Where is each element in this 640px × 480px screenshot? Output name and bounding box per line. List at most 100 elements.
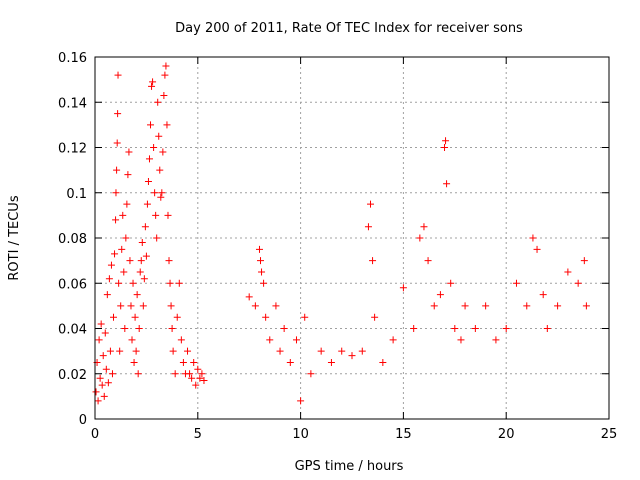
- data-point: [124, 171, 132, 179]
- data-point: [280, 325, 288, 332]
- data-point: [92, 388, 100, 396]
- data-point: [190, 358, 198, 366]
- data-point: [144, 177, 152, 185]
- data-point: [159, 148, 167, 156]
- data-point: [150, 144, 158, 151]
- data-point: [461, 302, 469, 310]
- data-point: [143, 200, 151, 208]
- data-point: [136, 268, 144, 276]
- data-point: [430, 302, 438, 310]
- data-point: [262, 313, 270, 321]
- data-point: [132, 347, 140, 355]
- data-point: [258, 268, 266, 276]
- data-point: [533, 245, 541, 253]
- data-point: [138, 239, 146, 247]
- data-point: [317, 347, 325, 355]
- data-point: [105, 275, 113, 283]
- data-point: [451, 325, 459, 332]
- x-tick-label: 15: [395, 427, 412, 442]
- data-point: [529, 234, 537, 242]
- data-point: [200, 377, 208, 385]
- data-point: [177, 336, 185, 344]
- data-point: [188, 374, 196, 382]
- data-point: [113, 139, 121, 147]
- data-point: [147, 121, 155, 129]
- data-point: [502, 325, 510, 332]
- y-tick-label: 0.04: [58, 323, 87, 338]
- data-point: [192, 381, 200, 389]
- data-point: [175, 279, 183, 287]
- data-point: [155, 132, 163, 140]
- data-point: [424, 257, 432, 265]
- data-point: [196, 374, 204, 382]
- data-point: [164, 211, 172, 219]
- data-point: [266, 336, 274, 344]
- data-point: [114, 110, 122, 118]
- data-point: [165, 257, 173, 265]
- data-point: [184, 347, 192, 355]
- data-point: [348, 352, 356, 360]
- data-point: [98, 381, 106, 389]
- x-axis-title: GPS time / hours: [295, 459, 404, 474]
- data-point: [371, 313, 379, 321]
- data-point: [154, 98, 162, 106]
- y-tick-label: 0.14: [58, 96, 87, 111]
- data-point: [251, 302, 259, 310]
- data-point: [129, 279, 137, 287]
- data-point: [151, 189, 159, 197]
- data-point: [97, 320, 105, 328]
- data-point: [582, 302, 590, 310]
- data-point: [442, 137, 450, 145]
- data-point: [115, 279, 123, 287]
- data-point: [257, 257, 265, 265]
- data-point: [112, 189, 120, 197]
- data-point: [179, 358, 187, 366]
- data-point: [198, 370, 206, 378]
- data-point: [255, 245, 263, 253]
- data-point: [457, 336, 465, 344]
- data-point: [156, 166, 164, 174]
- data-point: [420, 223, 428, 231]
- data-point: [167, 302, 175, 310]
- data-point: [152, 211, 160, 219]
- data-point: [416, 234, 424, 242]
- data-point: [102, 365, 110, 373]
- data-point: [139, 302, 147, 310]
- data-point: [169, 347, 177, 355]
- data-point: [145, 155, 153, 163]
- y-tick-label: 0.1: [66, 187, 87, 202]
- data-point: [100, 392, 108, 400]
- data-point: [168, 325, 176, 332]
- data-point: [338, 347, 346, 355]
- y-tick-labels: 0 0.02 0.04 0.06 0.08 0.1 0.12 0.14 0.16: [58, 51, 87, 428]
- data-point: [292, 336, 300, 344]
- data-point: [443, 180, 451, 188]
- data-point: [166, 279, 174, 287]
- data-point: [117, 302, 125, 310]
- y-tick-label: 0.08: [58, 232, 87, 247]
- data-point: [492, 336, 500, 344]
- data-point: [399, 284, 407, 292]
- y-tick-label: 0.06: [58, 277, 87, 292]
- data-point: [108, 370, 116, 378]
- data-point: [447, 279, 455, 287]
- data-point: [95, 336, 103, 344]
- data-point: [118, 245, 126, 253]
- data-point: [564, 268, 572, 276]
- data-points: [92, 62, 590, 405]
- data-point: [96, 374, 104, 382]
- data-point: [149, 78, 157, 86]
- axis-ticks: [94, 56, 610, 420]
- data-point: [123, 200, 131, 208]
- y-tick-label: 0.02: [58, 368, 87, 383]
- data-point: [116, 347, 124, 355]
- y-tick-label: 0.16: [58, 51, 87, 66]
- data-point: [122, 234, 130, 242]
- data-point: [369, 257, 377, 265]
- data-point: [471, 325, 479, 332]
- data-point: [157, 193, 165, 201]
- data-point: [580, 257, 588, 265]
- data-point: [574, 279, 582, 287]
- data-point: [194, 365, 202, 373]
- data-point: [358, 347, 366, 355]
